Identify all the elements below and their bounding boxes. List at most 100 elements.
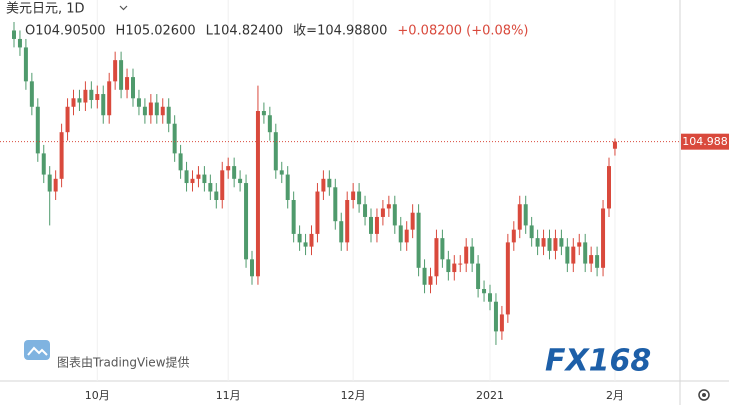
ohlc-label: L104.82400 [206,24,284,39]
watermark-icon [24,340,50,360]
ohlc-label: 收=104.98800 [293,24,387,39]
candle-body [583,242,588,264]
x-tick-label: 10月 [85,389,110,402]
candle-body [410,212,415,230]
candle-body [488,293,492,302]
candle-body [446,259,451,273]
candle-body [107,81,112,116]
candle-body [255,111,260,277]
candle-body [499,314,504,332]
candle-body [363,204,368,217]
candle-body [267,115,272,133]
candle-body [595,255,600,268]
symbol: 美元日元, 1D [6,2,85,17]
candle-body [369,216,373,234]
candle-body [321,178,326,192]
last-price-box [681,133,729,150]
candle-body [244,183,249,260]
candle-body [196,174,201,179]
ohlc-label: +0.08200 (+0.08%) [397,24,528,39]
candle-body [95,94,100,100]
candle-body [154,102,159,116]
candle-body [482,289,487,294]
candle-body [392,204,397,226]
candle-body [142,106,147,116]
candle-body [101,94,106,116]
candle-body [77,98,82,103]
grid [96,0,616,381]
logo: FX168 [545,344,651,379]
candle-body [232,166,237,179]
candle-body [535,238,540,247]
candle-body [440,238,445,260]
candle-body [71,98,76,107]
candle-body [238,178,243,184]
candle-body [523,204,528,226]
candle-body [493,301,498,332]
candle-body [261,111,266,116]
candle-body [250,259,254,277]
candle-body [434,238,439,277]
candle-body [422,267,427,285]
candle-body [220,170,225,200]
x-tick-label: 12月 [341,389,366,402]
candle-body [505,242,510,315]
candle-body [589,255,594,264]
candle-body [273,132,278,171]
candle-body [345,200,350,243]
ohlc-legend: O104.90500 H105.02600 L104.82400 收=104.9880… [25,24,529,39]
candle-body [577,242,582,247]
candles [12,22,617,345]
last-price-label: 104.988 [682,135,728,148]
chevron[interactable] [119,5,128,11]
candle-body [29,81,34,107]
candle-body [601,208,606,268]
candle-body [35,106,40,154]
candle-body [559,238,564,247]
candle-body [458,263,463,265]
candle-body [303,242,308,247]
candle-body [333,187,338,222]
candle-body [398,225,403,243]
candle-body [12,30,16,39]
candle-body [339,221,344,243]
candle-body [404,229,409,243]
candle-body [357,191,362,205]
candle-body [59,132,64,179]
candle-body [23,47,28,82]
candle-body [113,60,118,82]
candle-body [83,89,88,103]
candle-body [553,238,558,251]
candle-body [327,178,332,188]
candle-body [208,183,213,192]
candle-body [148,102,153,116]
candle-body [374,216,379,234]
candle-body [47,174,52,192]
candle-body [119,60,124,90]
candle-body [214,191,219,200]
candle-body [517,204,522,230]
candle-body [190,178,195,184]
candle-body [607,166,611,209]
candle-body [470,246,475,264]
candle-body [131,77,135,99]
candle-body [184,170,189,184]
candle-body [279,170,284,175]
candle-body [166,106,171,124]
candle-body [297,233,302,243]
candle-body [386,204,391,209]
candle-body [160,106,165,116]
candle-body [89,89,94,100]
settings-icon[interactable] [698,389,710,401]
candle-body [529,225,534,239]
candle-body [541,238,546,247]
candle-body [380,208,385,217]
candle-body [309,233,314,247]
candle-body [136,98,141,107]
candle-body [416,212,421,268]
candle-body [17,38,22,48]
candle-body [65,106,70,133]
watermark: 图表由TradingView提供 [57,355,190,370]
candle-body [571,246,576,264]
